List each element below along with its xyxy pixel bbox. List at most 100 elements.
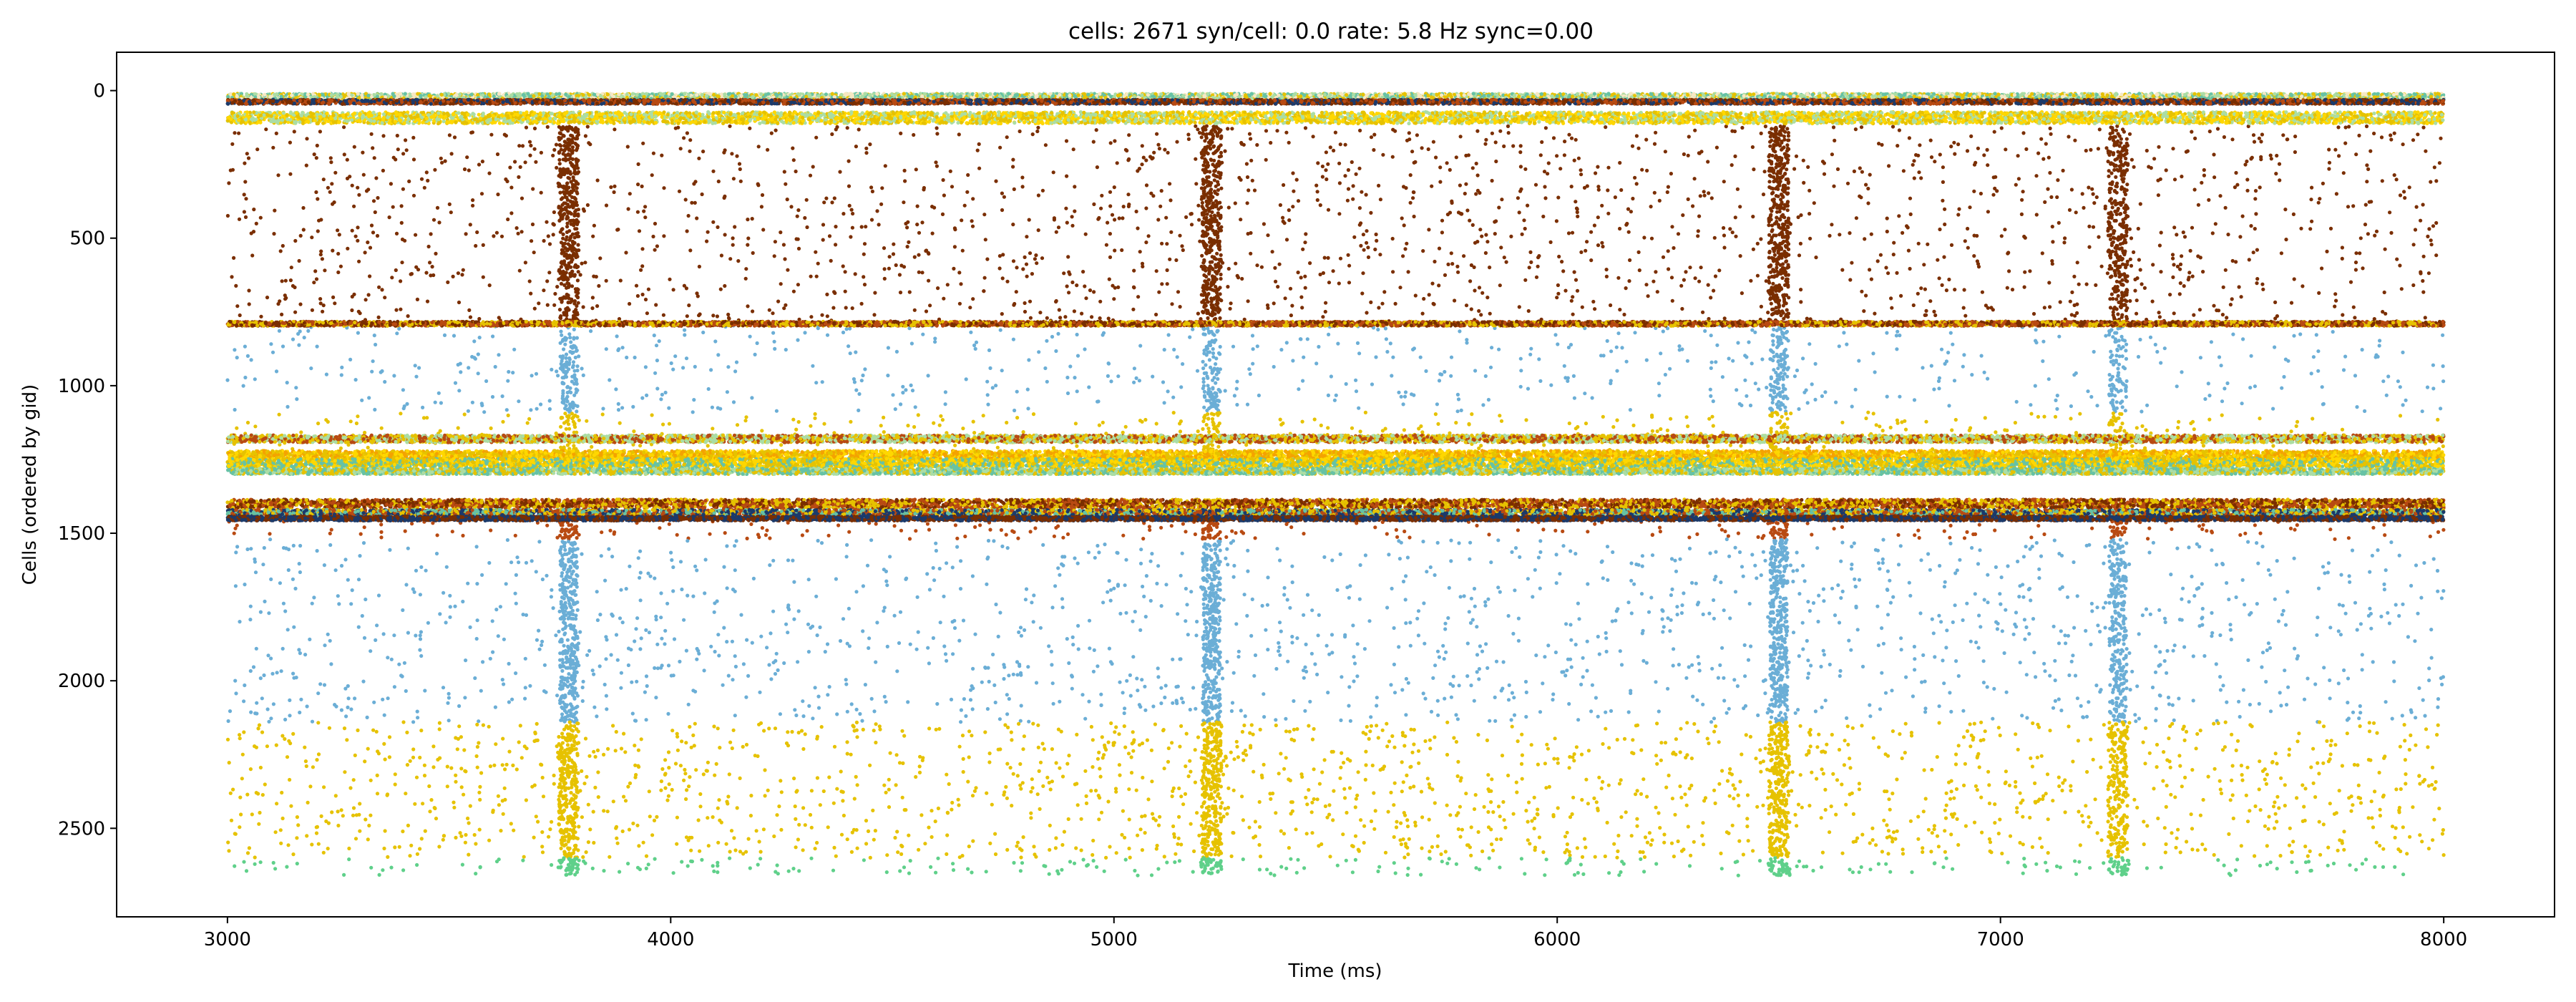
spike-dot [1299, 296, 1303, 299]
spike-dot [475, 230, 479, 234]
spike-dot [1484, 138, 1488, 142]
spike-dot [1300, 306, 1304, 309]
spike-dot [1021, 267, 1025, 271]
spike-dot [644, 298, 648, 301]
spike-dot [586, 203, 590, 207]
spike-dot [652, 152, 655, 155]
spike-dot [1862, 309, 1865, 313]
spike-dot [1166, 282, 1169, 286]
spike-dot [826, 314, 829, 318]
spike-dot [2140, 282, 2144, 286]
spike-dot [757, 145, 761, 148]
spike-dot [1703, 194, 1707, 198]
spike-dot [2098, 127, 2102, 131]
spike-dot [1251, 179, 1254, 183]
spike-dot [1879, 253, 1883, 257]
spike-dot [2249, 224, 2253, 228]
spike-dot [2421, 279, 2424, 283]
spike-dot [1637, 250, 1641, 254]
spike-dot [2021, 190, 2025, 193]
spike-dot [1799, 242, 1802, 245]
spike-dot [1196, 204, 1200, 208]
spike-dot [2189, 249, 2192, 253]
spike-dot [583, 261, 587, 264]
spike-dot [1500, 198, 1503, 201]
spike-dot [971, 225, 975, 228]
spike-dot [1488, 266, 1491, 269]
spike-dot [537, 301, 540, 305]
spike-dot [1181, 248, 1185, 252]
spike-dot [1369, 301, 1372, 304]
spike-dot [343, 152, 346, 156]
spike-dot [636, 294, 640, 298]
spike-dot [2372, 132, 2376, 135]
spike-dot [298, 303, 302, 306]
spike-dot [917, 231, 921, 235]
spike-dot [401, 152, 405, 155]
spike-dot [1373, 248, 1377, 251]
spike-dot [2335, 192, 2338, 195]
spike-dot [1924, 313, 1928, 317]
spike-dot [1986, 148, 1989, 152]
spike-dot [1362, 248, 1366, 252]
spike-dot [961, 249, 965, 253]
spike-dot [1410, 150, 1414, 153]
spike-dot [2039, 137, 2043, 141]
spike-dot [579, 273, 582, 276]
spike-dot [1614, 195, 1617, 199]
spike-dot [321, 310, 324, 313]
spike-dot [540, 151, 543, 155]
spike-dot [1485, 240, 1489, 243]
spike-dot [319, 253, 323, 256]
spike-dot [1976, 262, 1980, 266]
spike-dot [2021, 131, 2025, 135]
spike-dot [751, 309, 754, 313]
spike-dot [1854, 127, 1858, 131]
spike-dot [1112, 297, 1116, 301]
spike-dot [1092, 290, 1096, 293]
spike-dot [2128, 299, 2132, 303]
spike-dot [1901, 231, 1904, 235]
spike-dot [437, 220, 441, 224]
spike-dot [1693, 129, 1697, 132]
spike-dot [1327, 256, 1330, 260]
spike-dot [1108, 256, 1112, 259]
spike-dot [2427, 227, 2431, 230]
spike-dot [998, 254, 1002, 258]
spike-dot [2421, 291, 2425, 294]
spike-dot [2183, 235, 2187, 238]
spike-dot [1081, 270, 1085, 273]
spike-dot [448, 133, 452, 137]
spike-dot [860, 302, 864, 306]
spike-dot [2063, 236, 2067, 240]
spike-dot [2067, 135, 2070, 138]
spike-dot [1669, 172, 1673, 175]
spike-dot [1347, 187, 1350, 190]
spike-dot [2327, 147, 2331, 151]
spike-dot [1284, 296, 1287, 300]
spike-dot [1480, 291, 1484, 295]
spike-dot [2255, 277, 2259, 281]
spike-dot [1730, 163, 1734, 167]
spike-dot [1938, 228, 1941, 231]
spike-dot [1352, 235, 1356, 239]
spike-dot [1443, 273, 1447, 277]
spike-dot [794, 170, 798, 173]
spike-dot [1459, 135, 1463, 138]
spike-dot [1347, 168, 1350, 172]
spike-dot [805, 198, 809, 202]
spike-dot [2036, 152, 2040, 155]
spike-dot [2202, 174, 2206, 177]
spike-dot [1658, 199, 1662, 203]
spike-dot [1519, 165, 1523, 168]
spike-dot [2373, 234, 2376, 238]
spike-dot [1269, 141, 1272, 145]
spike-dot [316, 197, 319, 200]
spike-dot [1684, 270, 1687, 273]
spike-dot [774, 129, 778, 132]
spike-dot [1671, 299, 1674, 303]
spike-dot [2047, 156, 2051, 160]
spike-dot [1966, 227, 1969, 230]
spike-dot [1484, 233, 1488, 237]
spike-dot [1917, 170, 1921, 174]
